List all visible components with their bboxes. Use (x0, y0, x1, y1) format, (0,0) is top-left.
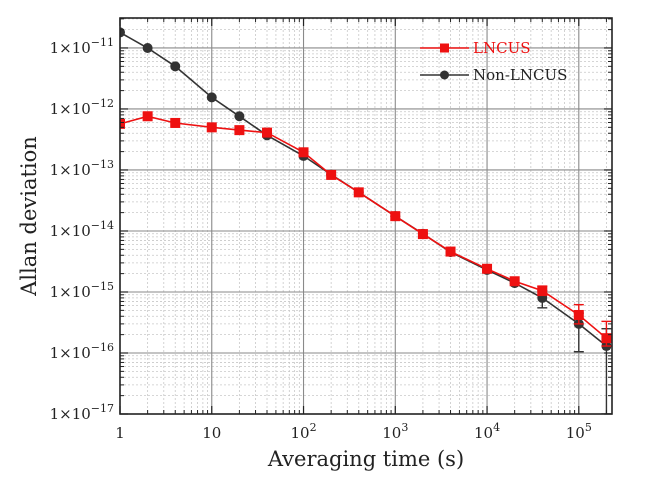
y-tick-label: 1×10−17 (50, 402, 114, 423)
axis-ticks (119, 18, 612, 415)
x-axis-title: Averaging time (s) (267, 447, 464, 471)
data-point-square (353, 187, 364, 198)
legend: LNCUS Non-LNCUS (420, 39, 567, 84)
legend-marker-circle (440, 70, 449, 80)
series-layer (120, 27, 612, 414)
x-tick-label: 104 (474, 421, 500, 442)
legend-marker-square (440, 43, 449, 53)
series-line (120, 115, 607, 339)
legend-label: LNCUS (473, 39, 530, 57)
y-axis-title: Allan deviation (17, 136, 41, 297)
data-point-square (445, 246, 456, 257)
data-point-square (601, 333, 612, 344)
data-point-square (170, 117, 181, 128)
legend-label: Non-LNCUS (473, 66, 567, 84)
y-tick-label: 1×10−11 (50, 36, 114, 57)
x-tick-label: 105 (566, 421, 592, 442)
y-tick-label: 1×10−12 (50, 97, 114, 118)
data-point-square (206, 122, 217, 133)
y-tick-label: 1×10−15 (50, 280, 114, 301)
series-lncus (120, 111, 612, 347)
x-tick-labels: 1 10 102 103 104 105 (115, 421, 592, 442)
data-point-square (120, 118, 125, 129)
data-point-square (326, 169, 337, 180)
legend-item-lncus: LNCUS (420, 39, 530, 57)
x-tick-label: 103 (382, 421, 408, 442)
x-tick-label: 1 (115, 424, 125, 442)
data-point-square (142, 111, 153, 122)
data-point-square (234, 125, 245, 136)
y-tick-labels: 1×10−11 1×10−12 1×10−13 1×10−14 1×10−15 1×10−… (50, 36, 114, 423)
x-tick-label: 102 (290, 421, 316, 442)
legend-item-non-lncus: Non-LNCUS (420, 66, 567, 84)
data-point-square (537, 285, 548, 296)
data-point-circle (170, 61, 181, 72)
data-point-square (573, 309, 584, 320)
data-point-square (262, 127, 273, 138)
data-point-square (417, 229, 428, 240)
y-tick-label: 1×10−16 (50, 341, 114, 362)
data-point-circle (234, 111, 245, 122)
data-point-circle (206, 92, 217, 103)
plot-frame (119, 17, 613, 415)
minor-grid (120, 18, 612, 414)
data-point-square (509, 276, 520, 287)
y-tick-label: 1×10−13 (50, 158, 114, 179)
data-point-square (298, 147, 309, 158)
data-point-square (482, 263, 493, 274)
data-point-circle (142, 42, 153, 53)
data-point-square (390, 211, 401, 222)
x-tick-label: 10 (202, 424, 221, 442)
y-tick-label: 1×10−14 (50, 219, 114, 240)
